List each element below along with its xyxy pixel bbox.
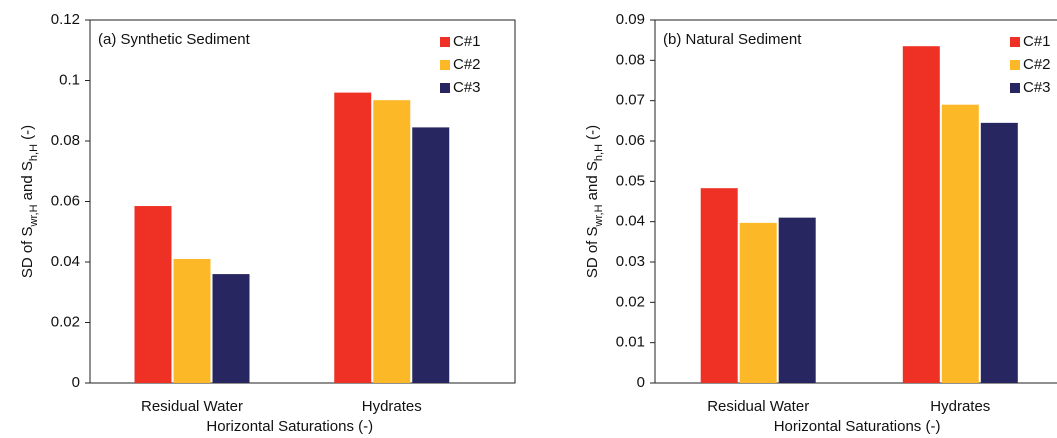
legend-swatch bbox=[1010, 37, 1020, 47]
y-tick-label: 0.02 bbox=[51, 313, 80, 330]
y-tick-label: 0.1 bbox=[59, 71, 80, 88]
y-axis-label-part: (-) bbox=[584, 125, 601, 144]
y-axis-label-part: wr,H bbox=[593, 204, 605, 227]
bar bbox=[373, 100, 411, 383]
bar bbox=[134, 206, 172, 383]
legend-label: C#2 bbox=[1023, 56, 1051, 73]
y-axis-label-part: wr,H bbox=[28, 204, 40, 227]
bar bbox=[212, 274, 250, 383]
y-tick-label: 0.06 bbox=[51, 192, 80, 209]
plot-frame bbox=[654, 19, 1057, 384]
y-axis-label: SD of Swr,H and Sh,H (-) bbox=[19, 125, 40, 278]
annotation: (b) Natural Sediment bbox=[663, 31, 802, 48]
x-axis-label: Horizontal Saturations (-) bbox=[774, 418, 941, 435]
bar bbox=[980, 122, 1018, 383]
y-tick-label: 0.07 bbox=[616, 92, 645, 109]
legend-label: C#1 bbox=[1023, 33, 1051, 50]
y-axis-label-part: h,H bbox=[28, 144, 40, 161]
y-axis-label-part: SD of S bbox=[19, 226, 36, 278]
y-tick-label: 0.03 bbox=[616, 253, 645, 270]
y-tick-label: 0.05 bbox=[616, 172, 645, 189]
y-tick-label: 0 bbox=[637, 374, 645, 391]
legend-label: C#2 bbox=[453, 56, 481, 73]
y-tick-label: 0.08 bbox=[51, 132, 80, 149]
y-axis-label-part: and S bbox=[19, 161, 36, 204]
y-axis-label-part: h,H bbox=[593, 144, 605, 161]
legend-swatch bbox=[1010, 83, 1020, 93]
legend-label: C#1 bbox=[453, 33, 481, 50]
legend-swatch bbox=[440, 60, 450, 70]
legend-swatch bbox=[440, 37, 450, 47]
y-tick-label: 0 bbox=[72, 374, 80, 391]
y-tick-label: 0.06 bbox=[616, 132, 645, 149]
y-tick-label: 0.09 bbox=[616, 11, 645, 28]
bar bbox=[902, 46, 940, 383]
y-tick-label: 0.12 bbox=[51, 11, 80, 28]
x-tick-label: Residual Water bbox=[141, 398, 243, 415]
bar bbox=[739, 222, 777, 383]
y-tick-label: 0.04 bbox=[616, 213, 645, 230]
y-tick-label: 0.02 bbox=[616, 293, 645, 310]
y-axis-label: SD of Swr,H and Sh,H (-) bbox=[584, 125, 605, 278]
y-axis-label-part: and S bbox=[584, 161, 601, 204]
y-axis-label-part: (-) bbox=[19, 125, 36, 144]
legend-label: C#3 bbox=[1023, 79, 1051, 96]
bar bbox=[412, 127, 450, 383]
bar bbox=[778, 217, 816, 383]
bar bbox=[941, 104, 979, 383]
x-tick-label: Hydrates bbox=[930, 398, 990, 415]
x-tick-label: Hydrates bbox=[362, 398, 422, 415]
x-tick-label: Residual Water bbox=[707, 398, 809, 415]
bar bbox=[334, 92, 372, 383]
bar bbox=[700, 188, 738, 383]
bar bbox=[173, 258, 211, 383]
legend-swatch bbox=[440, 83, 450, 93]
annotation: (a) Synthetic Sediment bbox=[98, 31, 251, 48]
legend-swatch bbox=[1010, 60, 1020, 70]
y-tick-label: 0.08 bbox=[616, 51, 645, 68]
y-axis-label-part: SD of S bbox=[584, 226, 601, 278]
y-tick-label: 0.04 bbox=[51, 253, 80, 270]
x-axis-label: Horizontal Saturations (-) bbox=[206, 418, 373, 435]
y-tick-label: 0.01 bbox=[616, 334, 645, 351]
legend-label: C#3 bbox=[453, 79, 481, 96]
